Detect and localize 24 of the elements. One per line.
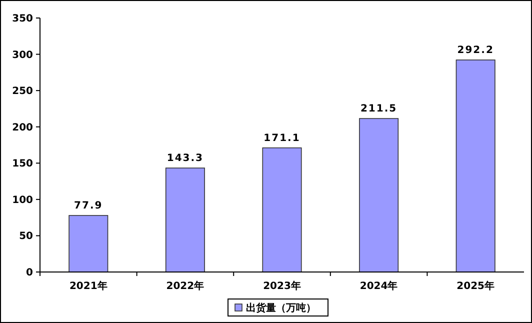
text: 171.1 bbox=[264, 132, 300, 144]
text: 211.5 bbox=[360, 104, 398, 115]
y-tick-label: 250 bbox=[12, 86, 34, 98]
x-tick-label: 2024年 bbox=[360, 280, 398, 292]
bar bbox=[262, 147, 302, 272]
y-tick-label: 150 bbox=[12, 158, 34, 170]
y-tick-label: 300 bbox=[12, 50, 34, 61]
y-tick-label: 50 bbox=[19, 231, 34, 242]
bar bbox=[68, 215, 108, 272]
y-tick-label: 100 bbox=[12, 194, 34, 206]
x-tick-label: 2021年 bbox=[69, 280, 108, 292]
x-tick-label: 2023年 bbox=[263, 280, 301, 292]
text: 143.3 bbox=[166, 153, 204, 164]
bar bbox=[165, 168, 205, 272]
text: 77.9 bbox=[74, 200, 103, 212]
y-tick-label: 0 bbox=[26, 268, 34, 278]
x-tick-label: 2022年 bbox=[166, 280, 204, 292]
text: 292.2 bbox=[457, 44, 494, 56]
y-tick-label: 350 bbox=[12, 14, 34, 24]
bar bbox=[456, 60, 496, 272]
legend-label: 出货量（万吨） bbox=[246, 302, 316, 314]
y-tick-label: 200 bbox=[12, 122, 34, 134]
x-tick-label: 2025年 bbox=[456, 280, 495, 292]
bar bbox=[359, 118, 399, 272]
